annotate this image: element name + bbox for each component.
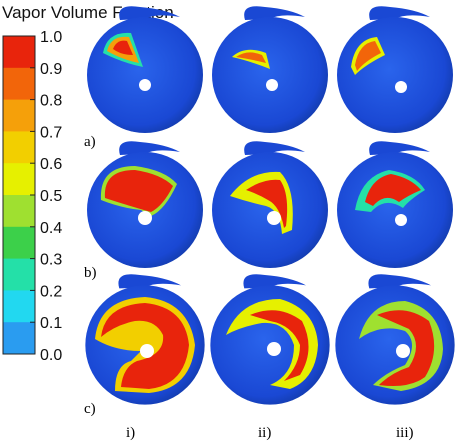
colorbar-tick-label: 0.3 — [40, 252, 62, 269]
colorbar-tick-label: 0.5 — [40, 188, 62, 205]
row-label: b) — [84, 265, 97, 281]
disk-c-ii — [210, 274, 330, 405]
disk-a-i — [87, 6, 203, 133]
colorbar-tick-label: 0.1 — [40, 315, 62, 332]
row-label: a) — [84, 134, 96, 150]
colorbar-band — [3, 226, 35, 260]
colorbar-band — [3, 322, 35, 355]
colorbar-band — [3, 99, 35, 132]
colorbar-tick-label: 0.0 — [40, 347, 62, 364]
disk-c-iii — [335, 274, 455, 405]
colorbar-tick-label: 0.7 — [40, 124, 62, 141]
column-label: i) — [126, 425, 135, 441]
colorbar-tick-label: 0.8 — [40, 93, 62, 110]
row-label: c) — [84, 401, 96, 417]
colorbar-band — [3, 258, 35, 291]
colorbar-tick-label: 0.6 — [40, 156, 62, 173]
disk-b-i — [87, 141, 203, 268]
colorbar-tick-label: 0.4 — [40, 220, 62, 237]
colorbar-band — [3, 195, 35, 228]
column-label: ii) — [258, 425, 271, 441]
disk-b-ii — [212, 141, 328, 268]
disk-a-iii — [337, 6, 453, 133]
colorbar-tick-label: 0.2 — [40, 283, 62, 300]
disk-c-i — [85, 274, 205, 405]
colorbar-band — [3, 290, 35, 323]
colorbar-band — [3, 163, 35, 196]
colorbar-tick-label: 1.0 — [40, 29, 62, 46]
colorbar-band — [3, 131, 35, 164]
colorbar-band — [3, 67, 35, 101]
disk-b-iii — [337, 141, 453, 268]
colorbar: 1.0 0.9 0.8 0.7 0.6 0.5 0.4 0.3 0.2 0.1 0.0 — [2, 29, 62, 364]
colorbar-band — [3, 36, 35, 69]
column-label: iii) — [396, 425, 414, 441]
colorbar-tick-label: 0.9 — [40, 61, 62, 78]
disk-a-ii — [212, 6, 328, 133]
